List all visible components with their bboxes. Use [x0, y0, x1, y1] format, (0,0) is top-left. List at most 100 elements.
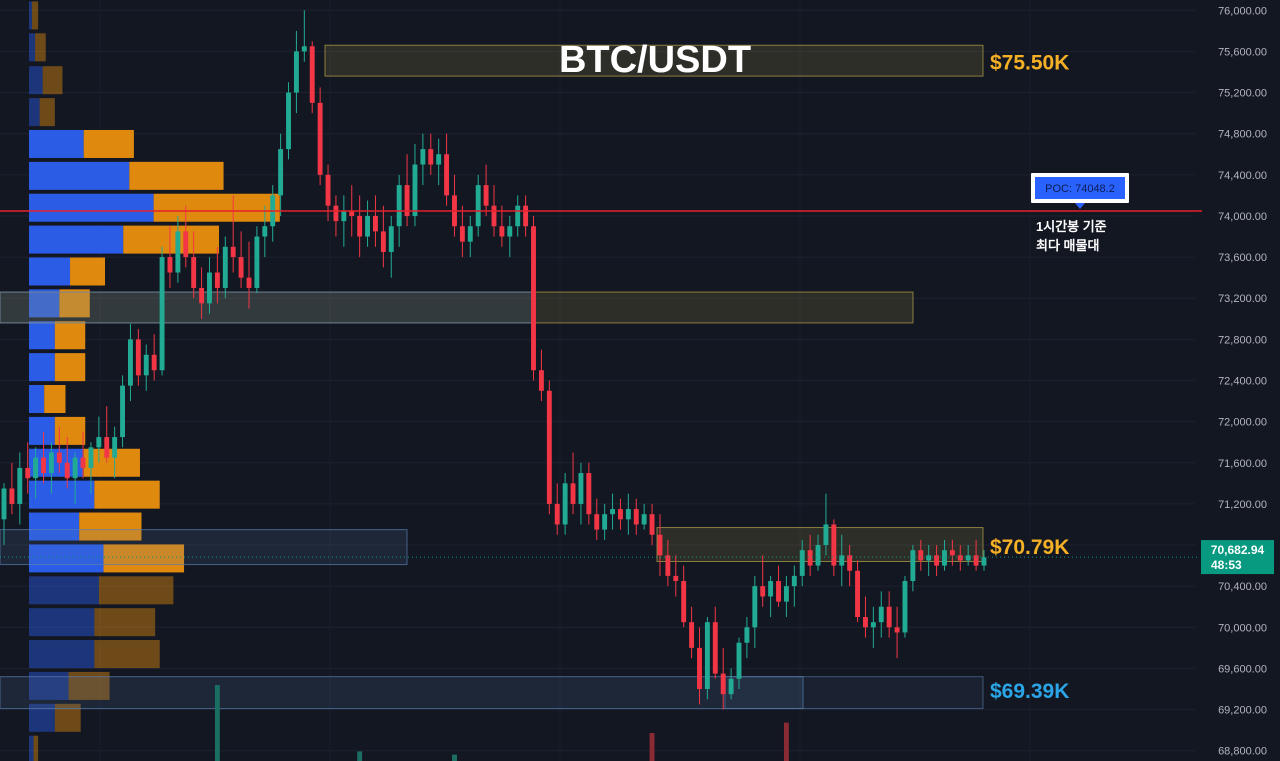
candle-body: [167, 257, 173, 273]
candle-body: [1, 488, 7, 520]
candle-body: [926, 555, 932, 561]
poc-badge[interactable]: POC: 74048.2: [1031, 173, 1129, 209]
profile-buy-bar: [29, 480, 95, 509]
candle-body: [783, 586, 789, 602]
candle-body: [56, 452, 62, 463]
candle-body: [681, 581, 687, 623]
candle-body: [799, 550, 805, 576]
profile-sell-bar: [98, 576, 174, 605]
candle-body: [610, 509, 615, 515]
profile-buy-bar: [29, 544, 104, 573]
poc-pointer: [1075, 203, 1085, 209]
candle-body: [902, 581, 908, 633]
current-price-countdown: 48:53: [1211, 558, 1242, 572]
candle-body: [151, 354, 157, 371]
profile-buy-bar: [29, 193, 154, 222]
profile-sell-bar: [103, 544, 185, 573]
candle-body: [507, 226, 513, 237]
profile-sell-bar: [42, 66, 63, 95]
candle-body: [143, 354, 149, 376]
profile-sell-bar: [32, 1, 39, 30]
y-tick-label: 72,800.00: [1218, 334, 1267, 346]
candle-body: [104, 437, 110, 458]
volume-bar: [649, 733, 655, 761]
candle-body: [839, 555, 845, 566]
profile-buy-bar: [29, 289, 60, 318]
candle-body: [704, 622, 710, 690]
candle-body: [831, 524, 837, 566]
candle-body: [918, 550, 924, 561]
volume-profile: [29, 1, 280, 761]
profile-buy-bar: [29, 66, 43, 95]
profile-sell-bar: [54, 353, 86, 382]
y-tick-label: 75,200.00: [1218, 88, 1267, 100]
y-tick-label: 74,400.00: [1218, 170, 1267, 182]
zone-resistance: [0, 291, 914, 324]
profile-sell-bar: [33, 735, 39, 761]
candle-body: [578, 473, 584, 504]
profile-buy-bar: [29, 576, 99, 605]
profile-buy-bar: [29, 416, 55, 445]
price-annotation: $70.79K: [990, 536, 1069, 559]
poc-note-line2: 최다 매물대: [1036, 238, 1099, 253]
candle-body: [531, 226, 536, 371]
candle-body: [546, 390, 552, 504]
candle-body: [744, 627, 750, 643]
chart-title: BTC/USDT: [559, 39, 751, 81]
y-tick-label: 75,600.00: [1218, 46, 1267, 58]
candle-body: [863, 617, 868, 628]
candle-body: [396, 185, 402, 227]
volume-bar: [214, 685, 220, 761]
volume-bar: [783, 722, 789, 761]
candle-body: [949, 550, 955, 556]
profile-buy-bar: [29, 257, 71, 286]
candle-body: [878, 606, 884, 623]
candle-body: [894, 627, 900, 633]
candle-body: [499, 226, 505, 237]
candles: [0, 10, 1200, 710]
candle-body: [80, 457, 86, 468]
candle-body: [254, 236, 260, 288]
candle-body: [428, 149, 434, 165]
candle-body: [847, 555, 853, 571]
candle-body: [135, 339, 141, 376]
candle-body: [649, 514, 655, 535]
candle-body: [752, 586, 758, 628]
candle-body: [380, 231, 386, 252]
candle-body: [444, 154, 450, 196]
candle-body: [159, 257, 165, 371]
candle-body: [625, 509, 631, 520]
candle-body: [807, 550, 813, 566]
grid: [0, 9, 1195, 752]
y-tick-label: 74,000.00: [1218, 211, 1267, 223]
candle-body: [199, 287, 205, 304]
candle-body: [357, 215, 363, 237]
candle-body: [373, 215, 378, 232]
candle-body: [870, 622, 876, 628]
y-tick-label: 70,400.00: [1218, 581, 1267, 593]
candle-body: [886, 606, 892, 628]
candle-body: [910, 550, 916, 582]
profile-sell-bar: [153, 193, 280, 222]
volume-bar: [357, 751, 363, 761]
zone-resistance: [324, 44, 984, 77]
candle-body: [855, 570, 860, 618]
candle-body: [72, 457, 78, 479]
current-price-box: [1201, 540, 1274, 575]
candle-body: [570, 483, 576, 504]
y-tick-label: 73,600.00: [1218, 252, 1267, 264]
candle-body: [981, 557, 987, 566]
candle-body: [333, 205, 339, 222]
zone-support: [724, 676, 984, 710]
zone-support: [0, 529, 408, 566]
candle-body: [657, 534, 663, 556]
candle-body: [404, 185, 410, 216]
candle-body: [436, 154, 442, 165]
y-tick-label: 69,600.00: [1218, 663, 1267, 675]
price-zones: [0, 44, 984, 710]
candle-body: [214, 272, 220, 288]
profile-buy-bar: [29, 321, 55, 350]
candle-body: [262, 226, 268, 237]
candle-body: [776, 581, 781, 602]
